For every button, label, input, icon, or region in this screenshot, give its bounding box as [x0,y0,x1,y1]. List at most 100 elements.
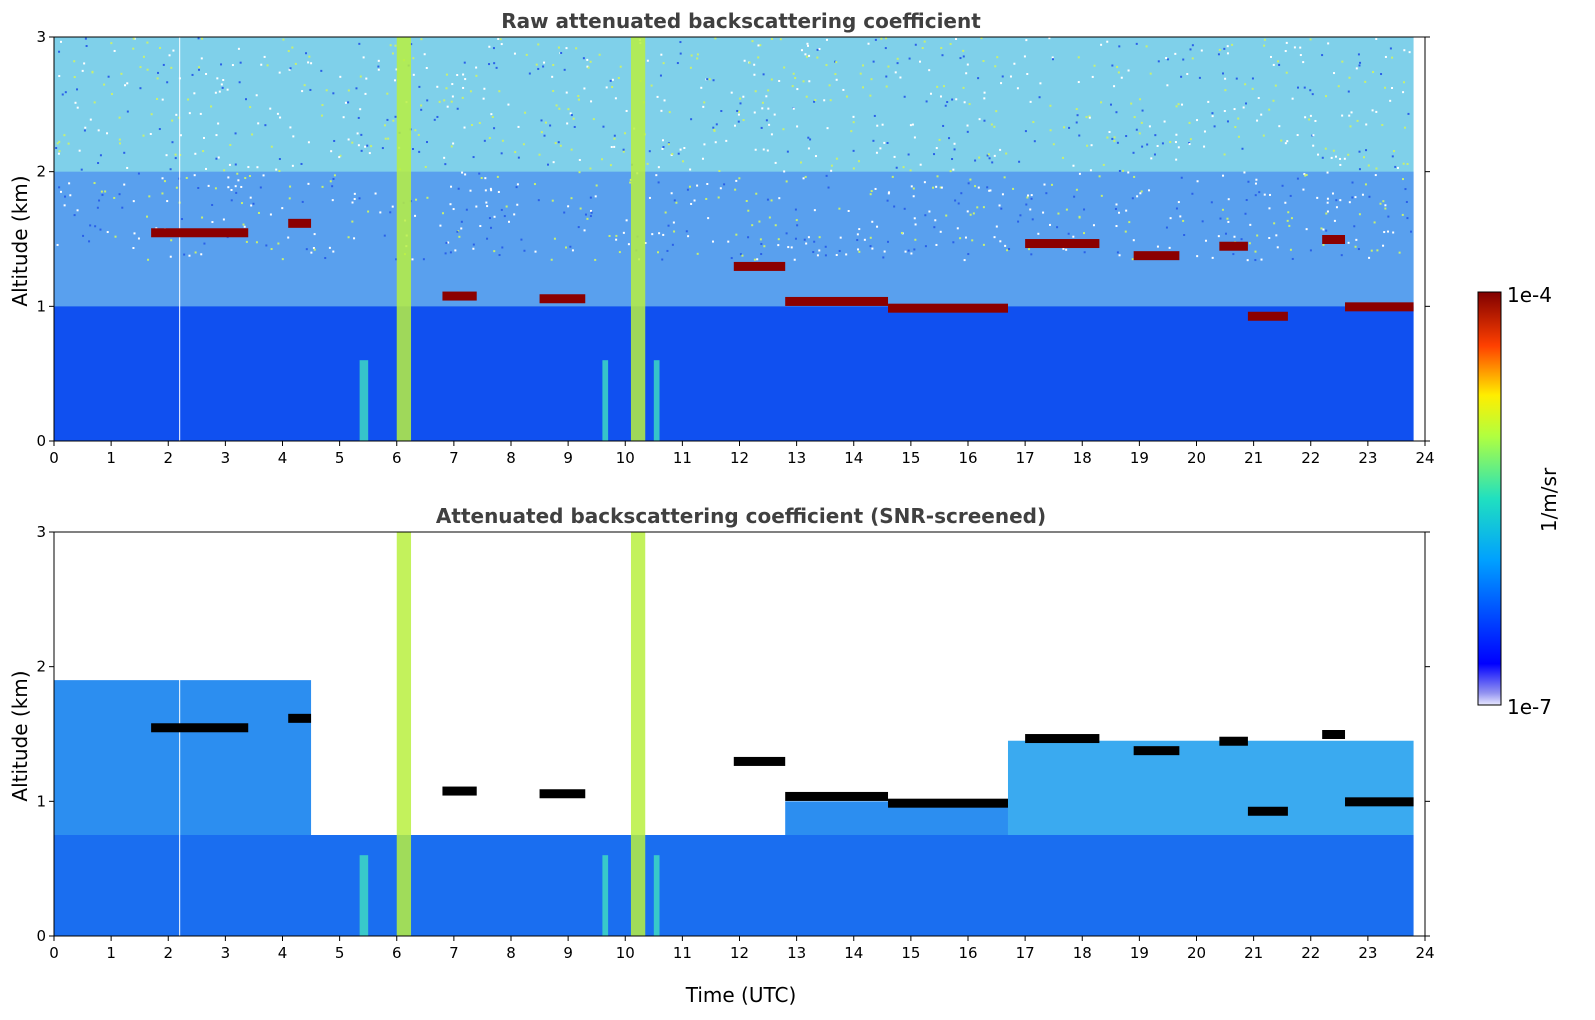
noise-pixel [1309,249,1312,252]
plume-streak [602,855,609,936]
noise-pixel [1023,55,1026,58]
noise-pixel [671,243,674,246]
noise-pixel [1359,61,1362,64]
noise-pixel [1296,134,1299,137]
noise-pixel [706,78,709,81]
noise-pixel [1174,52,1177,55]
noise-pixel [758,220,761,223]
noise-pixel [903,95,906,98]
noise-pixel [727,240,730,243]
noise-pixel [912,195,915,198]
noise-pixel [485,201,488,204]
noise-pixel [573,125,576,128]
cloud-layer [1345,797,1414,807]
noise-pixel [673,230,676,233]
noise-pixel [610,145,613,148]
noise-pixel [954,199,957,202]
noise-pixel [132,247,135,250]
noise-pixel [1048,37,1051,40]
noise-pixel [1030,253,1033,256]
noise-pixel [1358,168,1361,171]
noise-pixel [1065,248,1068,251]
x-tick-label: 3 [221,449,231,467]
noise-pixel [287,236,290,239]
noise-pixel [460,220,463,223]
noise-pixel [914,238,917,241]
noise-pixel [856,233,859,236]
noise-pixel [589,215,592,218]
heatmap-area [54,37,1414,441]
noise-pixel [566,122,569,125]
noise-pixel [1226,217,1229,220]
noise-pixel [1347,153,1350,156]
noise-pixel [1274,84,1277,87]
noise-pixel [1337,85,1340,88]
noise-pixel [387,137,390,140]
noise-pixel [1113,140,1116,143]
x-tick-label: 24 [1415,449,1434,467]
noise-pixel [662,146,665,149]
noise-pixel [690,54,693,57]
noise-pixel [263,55,266,58]
noise-pixel [438,100,441,103]
noise-pixel [110,93,113,96]
noise-pixel [1183,233,1186,236]
cloud-layer [733,261,786,271]
noise-pixel [150,113,153,116]
noise-pixel [859,72,862,75]
noise-pixel [498,254,501,257]
noise-pixel [1115,203,1118,206]
noise-pixel [1408,51,1411,54]
noise-pixel [835,78,838,81]
noise-pixel [805,95,808,98]
cloud-layer [1345,302,1414,312]
noise-pixel [245,240,248,243]
noise-pixel [586,58,589,61]
noise-pixel [1382,200,1385,203]
noise-pixel [806,42,809,45]
noise-pixel [240,185,243,188]
noise-pixel [257,122,260,125]
noise-pixel [540,131,543,134]
noise-pixel [1012,187,1015,190]
noise-pixel [194,251,197,254]
noise-pixel [1401,178,1404,181]
x-tick-label: 8 [506,449,516,467]
noise-pixel [1403,126,1406,129]
noise-pixel [142,55,145,58]
noise-pixel [759,44,762,47]
noise-pixel [1333,219,1336,222]
noise-pixel [935,147,938,150]
noise-pixel [876,124,879,127]
noise-pixel [420,38,423,41]
noise-pixel [1001,75,1004,78]
noise-pixel [783,66,786,69]
noise-pixel [1067,232,1070,235]
noise-pixel [175,113,178,116]
noise-pixel [1351,196,1354,199]
noise-pixel [986,186,989,189]
noise-pixel [76,209,79,212]
noise-pixel [1196,119,1199,122]
noise-pixel [1075,108,1078,111]
noise-pixel [608,234,611,237]
aerosol-layer [1007,740,1414,835]
noise-pixel [993,154,996,157]
x-tick-label: 0 [49,944,59,962]
noise-pixel [320,69,323,72]
cloud-layer [888,303,1008,313]
noise-pixel [1092,224,1095,227]
noise-pixel [783,170,786,173]
cloud-layer [1247,311,1288,321]
cloud-layer [1322,235,1346,244]
noise-pixel [565,47,568,50]
noise-pixel [289,67,292,70]
noise-pixel [69,194,72,197]
x-tick-label: 8 [506,944,516,962]
noise-pixel [661,139,664,142]
noise-pixel [886,199,889,202]
noise-pixel [982,206,985,209]
noise-pixel [893,155,896,158]
y-tick-label: 1 [36,297,46,315]
noise-pixel [482,97,485,100]
